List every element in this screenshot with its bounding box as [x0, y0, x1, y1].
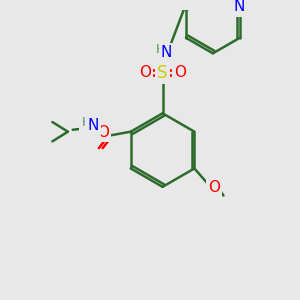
Text: O: O	[174, 65, 186, 80]
Text: S: S	[157, 64, 168, 82]
Text: N: N	[234, 0, 245, 14]
Text: H: H	[82, 116, 91, 128]
Text: O: O	[97, 125, 109, 140]
Text: O: O	[139, 65, 151, 80]
Text: N: N	[87, 118, 99, 134]
Text: N: N	[161, 45, 172, 60]
Text: H: H	[156, 43, 165, 56]
Text: O: O	[208, 180, 220, 195]
